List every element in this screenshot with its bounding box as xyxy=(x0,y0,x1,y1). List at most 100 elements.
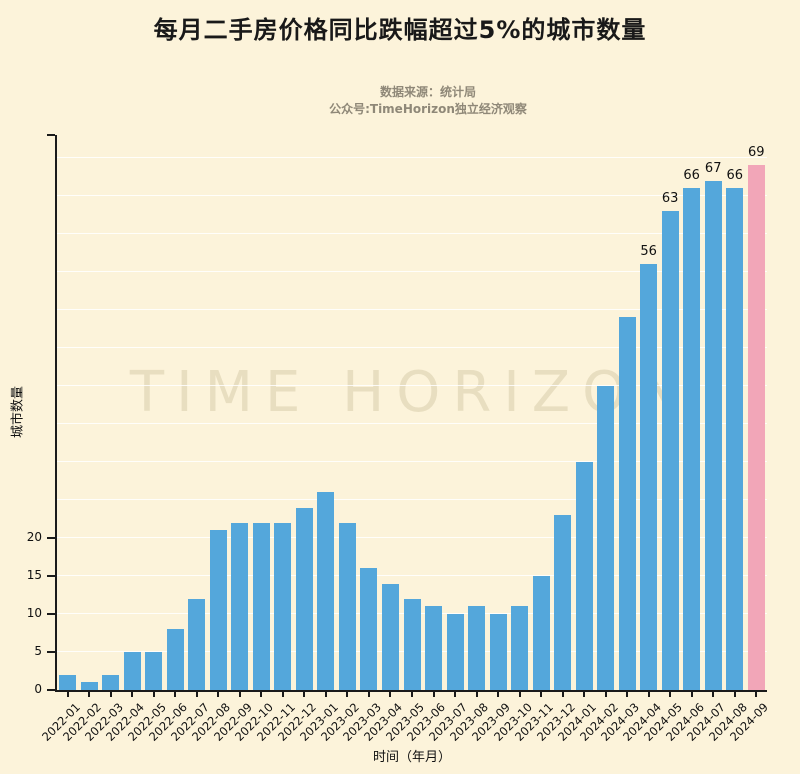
bar-2022-05 xyxy=(145,652,163,690)
y-tick-20 xyxy=(47,536,55,539)
x-tick-2023-09 xyxy=(497,692,500,697)
x-tick-2023-02 xyxy=(346,692,349,697)
y-tick-label-0: 0 xyxy=(34,682,42,696)
x-tick-2022-06 xyxy=(174,692,177,697)
x-tick-2022-02 xyxy=(88,692,91,697)
gridline-45 xyxy=(57,346,767,348)
bar-2024-01 xyxy=(575,461,593,690)
x-tick-2022-07 xyxy=(195,692,198,697)
bars-layer: 56 63 66 67 66 69 xyxy=(57,135,767,690)
y-tick-15 xyxy=(47,574,55,577)
bar-2023-05 xyxy=(403,598,421,690)
gridline-35 xyxy=(57,422,767,424)
x-tick-2024-02 xyxy=(604,692,607,697)
bar-2023-10 xyxy=(511,606,529,690)
bar-2022-08 xyxy=(209,530,227,690)
x-tick-2023-11 xyxy=(540,692,543,697)
bar-2023-07 xyxy=(446,613,464,690)
x-tick-2024-03 xyxy=(626,692,629,697)
x-tick-2022-11 xyxy=(281,692,284,697)
bar-2024-04 xyxy=(640,264,658,690)
x-tick-2022-12 xyxy=(303,692,306,697)
bar-2022-07 xyxy=(188,598,206,690)
x-tick-2022-10 xyxy=(260,692,263,697)
bar-2024-02 xyxy=(597,385,615,690)
bar-2024-06 xyxy=(683,188,701,690)
chart-title: 每月二手房价格同比跌幅超过5%的城市数量 xyxy=(153,16,647,44)
x-tick-2022-04 xyxy=(131,692,134,697)
bar-value-label-2024-04: 56 xyxy=(640,244,657,260)
x-tick-2023-08 xyxy=(475,692,478,697)
x-tick-2023-07 xyxy=(454,692,457,697)
x-tick-2022-01 xyxy=(66,692,69,697)
gridline-25 xyxy=(57,498,767,500)
bar-2024-03 xyxy=(618,317,636,690)
x-tick-2022-09 xyxy=(238,692,241,697)
bar-2023-09 xyxy=(489,613,507,690)
x-tick-2023-12 xyxy=(561,692,564,697)
bar-2022-02 xyxy=(80,682,98,690)
gridline-15 xyxy=(57,574,767,576)
y-axis-top-tick xyxy=(47,134,55,136)
x-tick-2023-10 xyxy=(518,692,521,697)
bar-value-label-2024-09: 69 xyxy=(747,145,765,161)
bar-2024-05 xyxy=(661,211,679,690)
x-tick-2024-06 xyxy=(690,692,693,697)
gridline-40 xyxy=(57,384,767,386)
gridline-20 xyxy=(57,536,767,538)
bar-2023-02 xyxy=(338,522,356,690)
y-tick-10 xyxy=(47,612,55,615)
bar-2023-08 xyxy=(468,606,486,690)
x-tick-2022-03 xyxy=(109,692,112,697)
y-tick-5 xyxy=(47,650,55,653)
gridline-70 xyxy=(57,156,767,158)
plot-area: 56 63 66 67 66 69 xyxy=(55,135,767,692)
x-tick-2024-05 xyxy=(669,692,672,697)
bar-2022-10 xyxy=(252,522,270,690)
x-tick-2023-06 xyxy=(432,692,435,697)
bar-2022-11 xyxy=(274,522,292,690)
bar-2023-12 xyxy=(554,515,572,690)
y-tick-label-5: 5 xyxy=(34,643,42,658)
y-tick-label-20: 20 xyxy=(26,529,42,544)
gridline-30 xyxy=(57,460,767,462)
bar-2022-04 xyxy=(123,652,141,690)
x-tick-2024-01 xyxy=(583,692,586,697)
bar-2024-07 xyxy=(704,180,722,690)
bar-value-label-2024-05: 63 xyxy=(661,191,679,207)
bar-2022-06 xyxy=(166,629,184,690)
x-tick-2024-07 xyxy=(712,692,715,697)
x-tick-2022-08 xyxy=(217,692,220,697)
x-tick-2023-05 xyxy=(411,692,413,697)
bar-2022-12 xyxy=(295,507,313,690)
data-source-line: 数据来源：统计局 xyxy=(379,85,476,99)
x-tick-2024-09 xyxy=(755,692,758,697)
x-axis-title: 时间（年月） xyxy=(372,750,451,765)
y-tick-0 xyxy=(47,689,55,691)
bar-2023-04 xyxy=(381,583,399,690)
bar-2024-08 xyxy=(726,188,744,690)
bar-2023-01 xyxy=(317,492,335,690)
bar-2023-11 xyxy=(532,575,550,690)
bar-value-label-2024-08: 66 xyxy=(726,168,743,184)
bar-2024-09 xyxy=(747,165,765,690)
x-tick-2023-01 xyxy=(324,692,327,697)
x-tick-2024-04 xyxy=(647,692,650,697)
gridline-65 xyxy=(57,194,767,196)
bar-value-label-2024-06: 66 xyxy=(683,168,700,184)
bar-2022-01 xyxy=(59,674,77,690)
bar-2022-03 xyxy=(102,674,120,690)
x-tick-2023-03 xyxy=(367,692,370,697)
gridline-55 xyxy=(57,270,767,272)
chart-subtitle: 数据来源：统计局 公众号:TimeHorizon独立经济观察 xyxy=(56,84,800,118)
x-tick-2023-04 xyxy=(389,692,392,697)
y-tick-label-15: 15 xyxy=(26,567,42,582)
y-tick-label-10: 10 xyxy=(26,605,42,620)
bar-2023-03 xyxy=(360,568,378,690)
bar-2022-09 xyxy=(231,522,249,690)
x-tick-2024-08 xyxy=(733,692,736,697)
gridline-60 xyxy=(57,232,767,234)
gridline-50 xyxy=(57,308,767,310)
